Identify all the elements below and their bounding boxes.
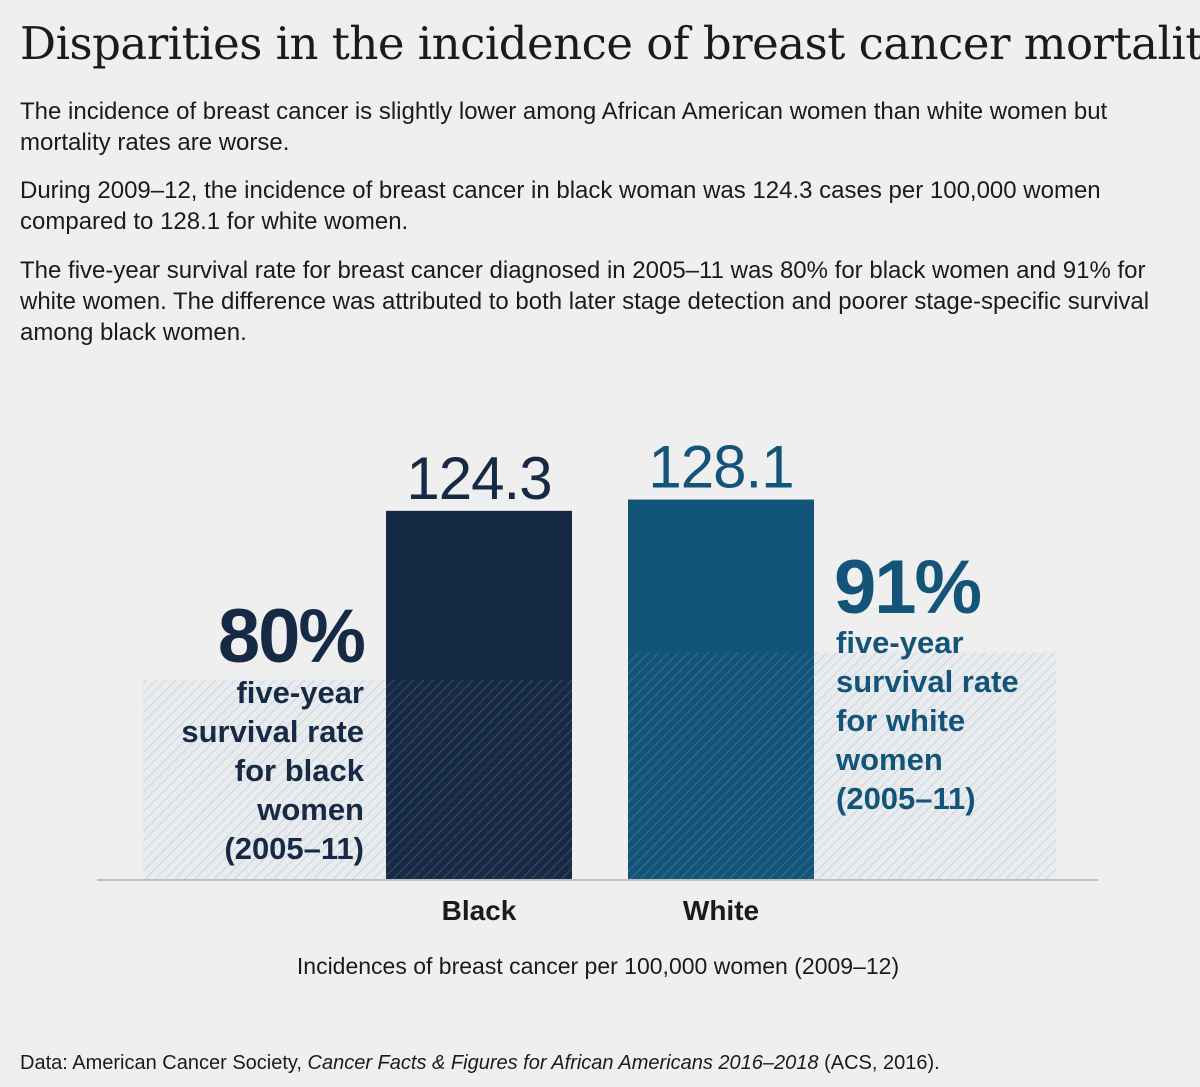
source-publication-title: Cancer Facts & Figures for African Ameri… [307,1052,819,1074]
survival-caption-black-line: five-year [236,675,364,710]
category-label-black: Black [442,895,517,926]
bar-survival-overlay-black [386,680,572,880]
survival-caption-white-line: (2005–11) [836,781,976,816]
category-label-white: White [683,895,759,926]
survival-caption-black-line: survival rate [181,714,364,749]
bar-survival-overlay-white [628,652,814,880]
survival-caption-black-line: for black [235,753,365,788]
intro-paragraph-1: The incidence of breast cancer is slight… [20,98,1108,156]
survival-caption-white-line: five-year [836,625,964,660]
survival-caption-black-line: women [256,792,364,827]
survival-caption-white-line: women [835,742,943,777]
source-suffix: (ACS, 2016). [818,1052,940,1074]
survival-big-label-black: 80% [218,594,365,679]
source-prefix: Data: American Cancer Society, [20,1052,308,1074]
survival-caption-white-line: survival rate [836,664,1019,699]
bar-value-label-white: 128.1 [648,434,793,501]
data-source-note: Data: American Cancer Society, Cancer Fa… [20,1050,940,1076]
survival-big-label-white: 91% [834,545,981,630]
bar-value-label-black: 124.3 [406,445,551,512]
intro-paragraph-2: During 2009–12, the incidence of breast … [20,177,1101,235]
page-title: Disparities in the incidence of breast c… [20,17,1200,70]
survival-caption-white-line: for white [836,703,965,738]
x-axis-title: Incidences of breast cancer per 100,000 … [297,953,899,979]
incidence-survival-chart: 124.3Black128.1White80%five-yearsurvival… [97,434,1098,979]
intro-paragraph-3: The five-year survival rate for breast c… [20,257,1150,346]
survival-caption-black-line: (2005–11) [224,831,364,866]
